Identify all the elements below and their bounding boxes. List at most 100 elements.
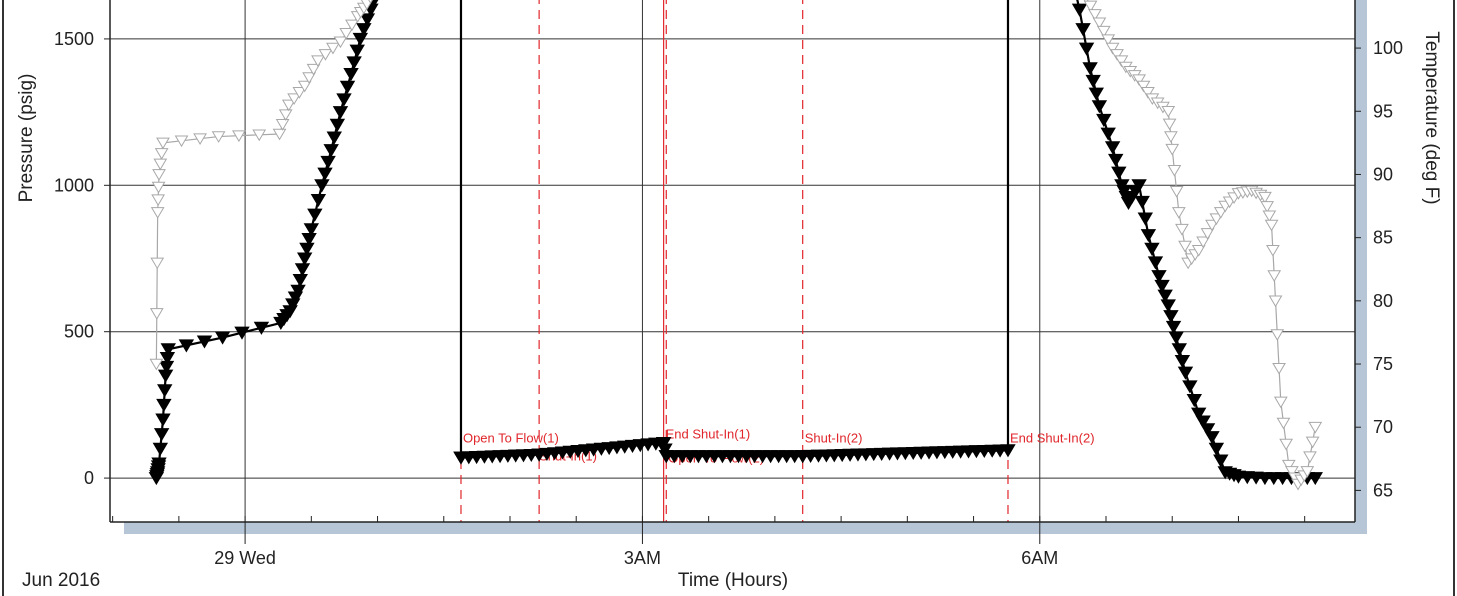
temperature-marker [1267, 270, 1282, 282]
event-label: End Shut-In(2) [1010, 430, 1095, 445]
temperature-marker [1196, 236, 1211, 249]
pressure-marker [299, 242, 315, 256]
temperature-marker [1178, 240, 1192, 253]
pressure-marker [343, 68, 359, 82]
pressure-marker [1168, 331, 1184, 345]
y-right-tick-label: 80 [1373, 291, 1393, 311]
temperature-marker [1262, 210, 1277, 223]
temperature-marker [1165, 143, 1180, 156]
pressure-marker [1071, 3, 1088, 17]
pressure-marker [992, 444, 1008, 458]
temperature-marker [1132, 74, 1146, 87]
pressure-marker [294, 263, 311, 277]
plot-shadow-right [1355, 0, 1367, 532]
temperature-marker [1305, 436, 1320, 449]
temperature-marker [1300, 466, 1315, 478]
pressure-marker [1078, 42, 1095, 56]
pressure-marker [1096, 113, 1112, 128]
temperature-marker [345, 19, 359, 32]
pressure-marker [1182, 380, 1198, 394]
pressure-marker [1174, 354, 1191, 369]
pressure-marker [359, 13, 376, 27]
temperature-marker [292, 87, 307, 99]
event-label: Shut-In(2) [805, 430, 863, 445]
plot-area [110, 0, 1355, 522]
temperature-marker [1162, 118, 1177, 131]
temperature-marker [1171, 207, 1186, 219]
temperature-marker [1258, 191, 1272, 204]
temperature-marker [1105, 42, 1120, 55]
temperature-marker [151, 181, 166, 194]
temperature-marker [1096, 25, 1111, 38]
temperature-marker [152, 169, 166, 181]
temperature-marker [1308, 421, 1323, 434]
pressure-marker [326, 131, 342, 145]
y-right-tick-label: 95 [1373, 101, 1393, 121]
pressure-marker [1204, 431, 1220, 445]
pressure-marker [1186, 394, 1202, 408]
temperature-marker [272, 128, 287, 141]
temperature-marker [153, 158, 168, 171]
pressure-marker [1191, 407, 1207, 421]
y-right-tick-label: 65 [1373, 480, 1393, 500]
y-axis-left-title: Pressure (psig) [16, 74, 37, 203]
temperature-marker [318, 49, 333, 61]
event-label: End Shut-In(1) [666, 426, 751, 441]
temperature-marker [339, 28, 354, 40]
pressure-marker [314, 179, 330, 193]
x-tick-label: 6AM [1021, 548, 1058, 568]
y-left-tick-label: 1500 [54, 29, 94, 49]
y-right-tick-label: 90 [1373, 164, 1393, 184]
pressure-marker [320, 155, 336, 169]
temperature-marker [1092, 17, 1107, 30]
pressure-marker [290, 284, 306, 298]
pressure-marker [1104, 141, 1121, 155]
pressure-marker [1195, 415, 1211, 429]
pressure-marker [657, 443, 673, 457]
pressure-marker [1131, 179, 1147, 193]
grid [110, 0, 1355, 522]
pressure-marker [349, 44, 365, 58]
temperature-marker [1205, 219, 1219, 232]
temperature-marker [278, 109, 293, 122]
pressure-marker [1091, 100, 1108, 114]
temperature-marker [252, 129, 267, 142]
pressure-marker [151, 457, 167, 471]
temperature-marker [302, 72, 316, 84]
y-left-tick-label: 1000 [54, 175, 94, 195]
pressure-marker [1100, 127, 1116, 141]
temperature-marker [1083, 0, 1098, 13]
temperature-marker [1169, 186, 1184, 198]
temperature-marker [297, 80, 312, 93]
pressure-marker [156, 398, 172, 412]
plot-shadow-bottom [124, 522, 1367, 534]
temperature-marker [150, 207, 165, 219]
pressure-marker [1108, 153, 1124, 168]
event-label: Open To Flow(1) [463, 430, 559, 445]
temperature-marker [174, 135, 189, 148]
temperature-marker [1279, 438, 1294, 451]
x-tick-label: 3AM [624, 548, 661, 568]
temperature-marker [232, 130, 246, 143]
pressure-marker [1137, 212, 1153, 226]
temperature-marker [333, 36, 348, 49]
pressure-marker [1208, 442, 1225, 456]
temperature-marker [1281, 459, 1296, 472]
temperature-marker [306, 63, 321, 76]
pressure-marker [160, 343, 176, 357]
temperature-marker [1266, 244, 1280, 257]
temperature-marker [1114, 55, 1129, 68]
y-right-tick-label: 85 [1373, 228, 1393, 248]
temperature-marker [149, 358, 164, 371]
temperature-marker [1264, 219, 1279, 232]
temperature-marker [1213, 207, 1228, 219]
temperature-marker [149, 308, 164, 320]
temperature-marker [1101, 34, 1116, 47]
temperature-marker [1191, 244, 1206, 257]
temperature-marker [326, 42, 340, 55]
temperature-marker [1272, 362, 1286, 375]
temperature-marker [151, 194, 165, 207]
pressure-marker [1177, 366, 1194, 380]
pressure-marker [307, 208, 323, 222]
pressure-marker [1165, 320, 1182, 334]
